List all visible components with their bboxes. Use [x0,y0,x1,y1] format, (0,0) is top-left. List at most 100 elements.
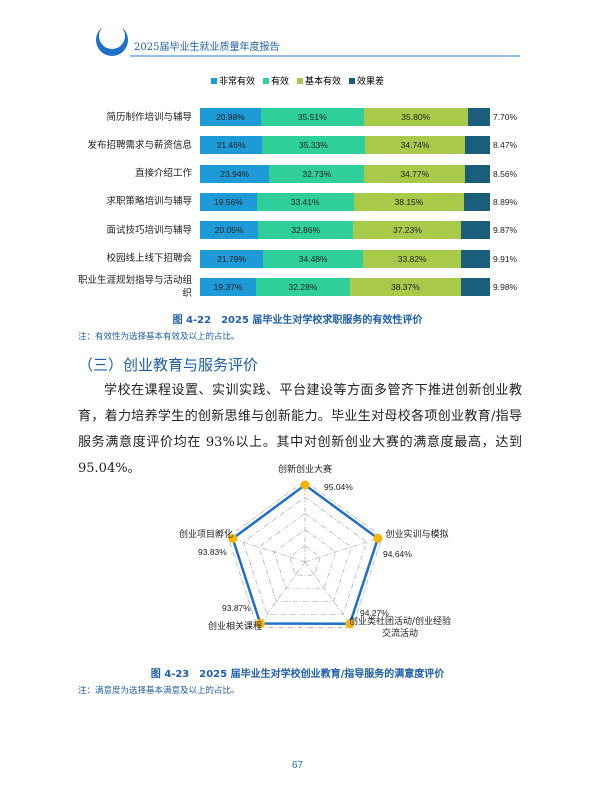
axis-label: 创新创业大赛 [277,465,332,475]
data-point [228,534,238,544]
bar-segment [364,164,466,183]
value-label: 23.94% [220,168,250,179]
legend-item: 基本有效 [297,74,341,87]
category-label: 职业生涯规划指导与活动组织 [77,274,192,299]
value-label: 93.83% [198,547,227,557]
value-label: 8.56% [493,168,518,179]
legend: 非常有效 有效 基本有效 效果差 [0,74,595,87]
note: 注：有效性为选择基本有效及以上的占比。 [78,332,240,342]
value-label: 20.05% [214,225,244,236]
section-heading: （三）创业教育与服务评价 [78,356,259,374]
bar-segment [364,136,466,155]
value-label: 19.37% [213,281,243,292]
bar-segment [256,192,354,211]
header-title: 2025届毕业生就业质量年度报告 [134,42,280,53]
legend-item: 效果差 [349,74,384,87]
bar-segment [461,277,490,296]
category-label: 简历制作培训与辅导 [106,111,192,123]
paragraph: 学校在课程设置、实训实践、平台建设等方面多管齐下推进创新创业教育，着力培养学生的… [78,383,522,476]
bar-segment [256,277,350,296]
data-point [345,619,355,629]
bar-segment [200,221,259,240]
page-number: 67 [291,760,304,771]
category-label: 求职策略培训与辅导 [106,196,192,208]
bar-segment [363,108,468,126]
bar-segment [200,277,257,296]
grid-ring [242,496,368,615]
grid-ring [258,512,352,602]
bar-segment [353,192,465,211]
axis-label: 创业实训与模拟 [385,530,449,540]
bar-segment [461,221,490,240]
bar-segment [363,249,462,268]
category-label: 直接介绍工作 [134,168,192,180]
spoke [304,536,383,563]
value-label: 35.51% [297,112,327,122]
legend-label: 非常有效 [218,77,255,87]
legend-swatch [349,77,356,84]
bar-segment [461,249,490,268]
value-label: 94.64% [383,549,412,559]
axis-label: 创业类社团活动/创业经验交流活动 [348,617,452,639]
bar-segment [262,136,365,155]
value-label: 33.82% [397,253,427,264]
value-label: 34.74% [400,140,430,151]
value-label: 32.86% [291,225,321,236]
caption: 图 4-22 2025 届毕业生对学校求职服务的有效性评价 [172,315,423,326]
legend-label: 效果差 [357,77,385,87]
bar-segment [200,249,264,268]
caption: 图 4-23 2025 届毕业生对学校创业教育/指导服务的满意度评价 [150,669,445,680]
value-label: 33.41% [290,196,320,207]
data-point [373,533,383,543]
spoke [227,536,306,563]
value-label: 9.98% [493,281,518,292]
grid-ring [273,529,337,589]
legend-label: 基本有效 [305,77,342,87]
bar-segment [467,108,490,126]
bar-segment [464,192,490,211]
legend-item: 非常有效 [210,74,255,87]
data-line [231,483,380,626]
spoke [257,561,306,628]
legend-swatch [262,77,269,84]
legend-label: 有效 [270,77,289,87]
data-point [300,480,310,490]
grid-ring [289,545,321,576]
value-label: 93.87% [222,603,251,613]
category-label: 发布招聘需求与薪资信息 [87,139,192,151]
value-label: 7.70% [492,112,518,122]
legend-item: 有效 [262,74,289,87]
bar-segment [200,108,261,126]
value-label: 9.91% [493,253,518,264]
value-label: 35.80% [401,112,431,122]
value-label: 34.48% [298,253,328,264]
value-label: 95.04% [324,482,353,492]
value-label: 9.87% [493,225,518,236]
axis-label: 创业项目孵化 [178,530,233,540]
category-label: 校园线上线下招聘会 [106,253,192,264]
data-point [255,619,265,629]
bar-segment [260,108,364,126]
value-label: 38.37% [390,281,420,292]
legend-swatch [210,77,217,84]
bar-segment [353,221,462,240]
value-label: 37.23% [392,225,422,236]
value-label: 19.56% [213,196,243,207]
value-label: 8.47% [493,140,518,151]
value-label: 35.33% [299,140,328,151]
spoke [304,561,353,628]
category-label: 面试技巧培训与辅导 [106,224,192,236]
value-label: 94.27% [360,608,389,618]
value-label: 32.28% [288,281,318,292]
bar-segment [263,249,364,268]
value-label: 32.73% [302,168,332,179]
value-label: 21.46% [216,140,246,151]
bar-segment [258,221,354,240]
value-label: 21.79% [217,253,247,264]
bar-segment [200,192,257,211]
bar-segment [465,136,490,155]
logo-inner [99,23,125,49]
bar-segment [349,277,462,296]
